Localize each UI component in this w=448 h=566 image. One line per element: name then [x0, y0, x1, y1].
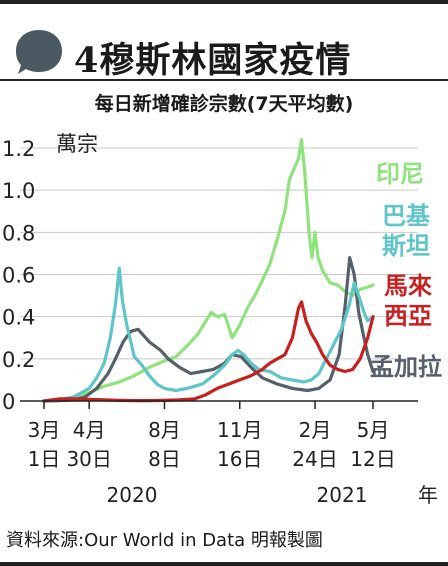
x-tick-label-bottom: 1日	[28, 447, 61, 471]
y-tick-label: 0.8	[2, 221, 35, 245]
y-tick-label: 0.4	[2, 306, 35, 330]
series-label-pakistan: 巴基	[382, 202, 431, 230]
gridlines	[20, 147, 418, 360]
page-title: 4穆斯林國家疫情	[74, 40, 352, 81]
series-label-pakistan: 斯坦	[382, 232, 430, 260]
y-tick-label: 0.6	[2, 264, 35, 288]
series-line-pakistan	[42, 266, 375, 403]
y-axis-ticks: 1.2 1.0 0.8 0.6 0.4 0.2 0	[2, 137, 35, 414]
series-lines	[42, 138, 375, 403]
x-tick-label-bottom: 30日	[66, 447, 111, 471]
bottom-rule	[0, 562, 448, 566]
chart-subtitle: 每日新增確診宗數(7天平均數)	[94, 93, 354, 115]
x-tick-label-top: 2月	[299, 418, 332, 442]
series-label-malaysia: 西亞	[384, 302, 432, 330]
series-label-malaysia: 馬來	[384, 272, 432, 300]
title-area: 4穆斯林國家疫情	[0, 10, 448, 81]
y-tick-label: 1.0	[2, 179, 35, 203]
speech-bubble-icon	[16, 30, 62, 74]
x-tick-label-bottom: 12日	[350, 447, 395, 471]
year-label: 2020	[107, 483, 158, 507]
source-note: 資料來源:Our World in Data 明報製圖	[6, 530, 323, 551]
x-tick-label-top: 3月	[28, 418, 61, 442]
x-tick-label-top: 5月	[357, 418, 390, 442]
x-tick-label-top: 4月	[73, 418, 106, 442]
x-tick-label-bottom: 8日	[148, 447, 181, 471]
x-axis-ticks: 3月 1日 4月 30日 8月 8日 11月 16日 2月 24日 5月 12日	[28, 401, 396, 471]
year-label: 年	[418, 483, 438, 507]
year-label: 2021	[317, 483, 368, 507]
x-tick-label-top: 11月	[217, 418, 262, 442]
x-tick-label-top: 8月	[148, 418, 181, 442]
y-tick-label: 0	[2, 390, 15, 414]
series-label-bangladesh: 孟加拉	[370, 353, 442, 381]
top-rule	[0, 0, 448, 4]
y-tick-label: 0.2	[2, 348, 35, 372]
x-tick-label-bottom: 16日	[217, 447, 262, 471]
series-label-indonesia: 印尼	[376, 160, 424, 188]
year-labels: 2020 2021 年	[107, 483, 438, 507]
x-tick-label-bottom: 24日	[292, 447, 337, 471]
y-tick-label: 1.2	[2, 137, 35, 161]
title-divider	[0, 79, 448, 81]
y-unit-label: 萬宗	[56, 132, 98, 156]
